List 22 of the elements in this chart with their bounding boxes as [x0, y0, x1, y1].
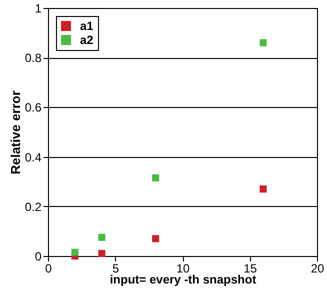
y-tick-label: 1	[34, 2, 42, 16]
point	[98, 234, 106, 241]
point	[98, 250, 106, 258]
legend-label: a1	[80, 19, 94, 33]
y-tick-label: 0	[34, 250, 42, 264]
y-axis-title: Relative error	[8, 90, 23, 174]
point	[71, 248, 78, 256]
y-tick-label: 0.2	[24, 200, 42, 214]
x-tick-label: 15	[244, 262, 258, 276]
x-tick-label: 5	[112, 262, 120, 276]
point	[152, 235, 160, 242]
point	[260, 39, 267, 46]
x-tick-label: 0	[45, 262, 52, 276]
x-tick-label: 20	[310, 262, 324, 276]
x-axis-title: input= every -th snapshot	[110, 272, 256, 286]
point	[152, 174, 160, 182]
point	[260, 186, 267, 193]
legend-label: a2	[80, 33, 94, 47]
y-tick-label: 0.8	[24, 51, 42, 66]
y-tick-label: 0.6	[24, 100, 42, 115]
y-tick-label: 0.4	[24, 150, 42, 164]
x-tick-label: 10	[176, 262, 190, 276]
